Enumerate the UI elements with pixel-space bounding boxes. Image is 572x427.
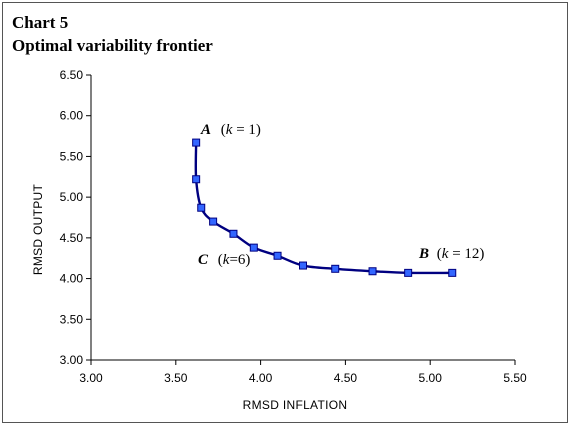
x-ticks: 3.00 3.50 4.00 4.50 5.00 5.50: [79, 360, 527, 385]
data-point-marker: [368, 267, 377, 276]
y-tick-label: 5.50: [60, 149, 84, 163]
data-point-marker: [197, 203, 206, 212]
data-point-marker: [299, 261, 307, 270]
annotation-a-k: k: [226, 122, 233, 138]
data-point-marker: [249, 243, 258, 252]
y-tick-label: 5.00: [60, 190, 84, 204]
x-axis-label: RMSD INFLATION: [243, 398, 348, 412]
annotation-b-value: = 12): [448, 246, 484, 262]
data-point-marker: [192, 138, 201, 147]
data-point-marker: [448, 268, 457, 277]
annotation-a: A (k = 1): [200, 122, 261, 138]
data-point-marker: [229, 229, 238, 238]
y-tick-label: 4.50: [60, 231, 84, 245]
x-tick-label: 5.00: [419, 371, 443, 385]
x-tick-label: 3.00: [79, 371, 103, 385]
chart-title: Chart 5: [12, 13, 69, 32]
annotation-c-letter: C: [198, 252, 209, 268]
annotation-a-letter: A: [200, 122, 211, 138]
x-tick-label: 4.00: [249, 371, 273, 385]
annotation-a-value: = 1): [232, 122, 260, 138]
annotation-b-open: (: [437, 246, 442, 262]
x-tick-label: 4.50: [334, 371, 358, 385]
annotation-b: B (k = 12): [418, 246, 484, 262]
y-tick-label: 3.00: [60, 353, 84, 367]
annotation-c-value: =6): [229, 252, 250, 268]
annotation-c-open: (: [218, 252, 223, 268]
data-point-marker: [209, 217, 218, 226]
y-tick-label: 6.00: [60, 109, 84, 123]
x-tick-label: 3.50: [164, 371, 188, 385]
y-axis-label: RMSD OUTPUT: [31, 183, 45, 275]
annotation-a-open: (: [221, 122, 226, 138]
axes: [90, 75, 515, 361]
annotation-c: C (k=6): [198, 252, 250, 268]
data-point-marker: [404, 268, 413, 277]
x-tick-label: 5.50: [503, 371, 527, 385]
annotation-b-k: k: [442, 246, 449, 262]
data-point-marker: [192, 175, 201, 184]
annotation-c-k: k: [223, 252, 230, 268]
y-tick-label: 6.50: [60, 68, 84, 82]
data-point-marker: [331, 264, 340, 273]
chart-frame: Chart 5 Optimal variability frontier: [2, 2, 568, 423]
series-markers: [192, 138, 457, 277]
annotation-b-letter: B: [418, 246, 429, 262]
chart-subtitle: Optimal variability frontier: [12, 36, 213, 55]
y-tick-label: 4.00: [60, 272, 84, 286]
data-point-marker: [273, 251, 282, 260]
y-ticks: 3.00 3.50 4.00 4.50 5.00 5.50 6.00 6.50: [60, 68, 91, 367]
y-tick-label: 3.50: [60, 312, 84, 326]
